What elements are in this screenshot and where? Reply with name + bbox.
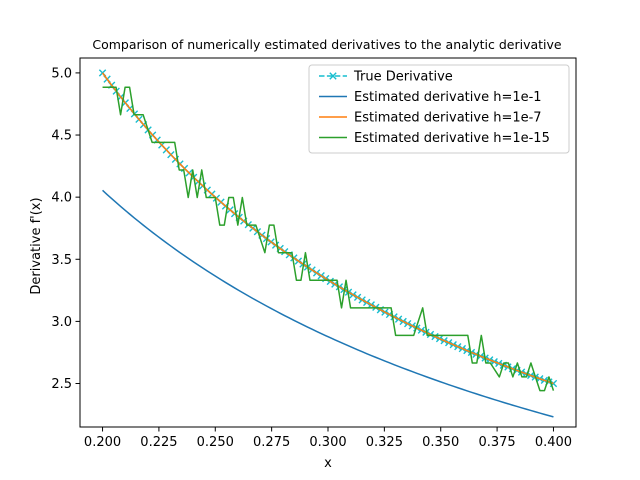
x-tick-label: 0.275: [253, 435, 290, 450]
x-tick-label: 0.400: [535, 435, 572, 450]
x-axis-label: x: [324, 456, 332, 471]
y-tick-label: 2.5: [51, 377, 72, 392]
y-axis-ticks: 2.5 3.0 3.5 4.0 4.5 5.0: [51, 66, 80, 392]
legend-item: Estimated derivative h=1e-1: [319, 90, 542, 105]
legend-label: Estimated derivative h=1e-7: [354, 111, 542, 126]
series-3: [102, 86, 555, 392]
y-tick-label: 5.0: [51, 66, 72, 81]
legend: True Derivative Estimated derivative h=1e…: [308, 64, 570, 154]
x-tick-label: 0.200: [84, 435, 121, 450]
x-tick-label: 0.325: [366, 435, 403, 450]
legend-item: Estimated derivative h=1e-7: [319, 111, 542, 126]
series-line: [102, 189, 554, 418]
legend-label: True Derivative: [353, 70, 453, 85]
x-tick-label: 0.225: [140, 435, 177, 450]
series-1: [102, 189, 554, 418]
legend-label: Estimated derivative h=1e-1: [354, 90, 542, 105]
series-line: [102, 86, 555, 392]
y-tick-label: 3.5: [51, 253, 72, 268]
y-tick-label: 3.0: [51, 315, 72, 330]
legend-item: True Derivative: [319, 70, 453, 85]
x-tick-label: 0.250: [197, 435, 234, 450]
chart-title: Comparison of numerically estimated deri…: [92, 37, 562, 52]
plot-lines: [98, 69, 558, 418]
legend-marker: [329, 72, 337, 80]
x-tick-label: 0.300: [309, 435, 346, 450]
y-tick-label: 4.5: [51, 129, 72, 144]
x-tick-label: 0.350: [422, 435, 459, 450]
y-axis-label: Derivative f'(x): [29, 197, 44, 294]
legend-label: Estimated derivative h=1e-15: [354, 131, 550, 146]
legend-frame: [308, 64, 570, 154]
x-tick-label: 0.375: [478, 435, 515, 450]
x-axis-ticks: 0.200 0.225 0.250 0.275 0.300 0.325 0.350 0.375…: [84, 427, 572, 450]
y-tick-label: 4.0: [51, 191, 72, 206]
legend-item: Estimated derivative h=1e-15: [319, 131, 550, 146]
